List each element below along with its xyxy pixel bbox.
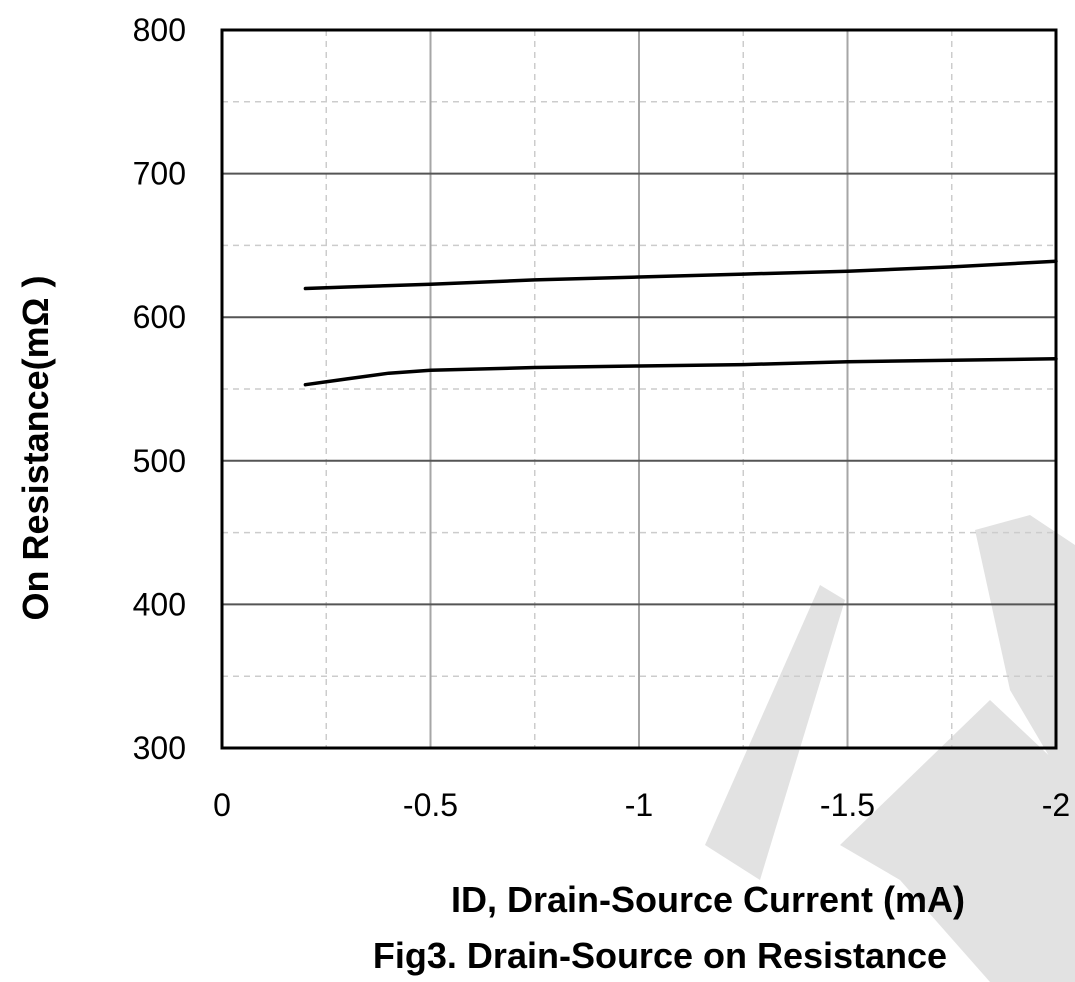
- x-tick-label: -1: [625, 787, 653, 823]
- x-axis-tick-labels: 0 -0.5 -1 -1.5 -2: [213, 787, 1070, 823]
- y-tick-label: 500: [133, 443, 186, 479]
- plot-area-frame: [220, 28, 1058, 750]
- major-gridlines: [222, 30, 1056, 748]
- y-tick-label: 800: [133, 12, 186, 48]
- series-line-2: [303, 357, 1058, 387]
- minor-gridlines: [222, 30, 1056, 748]
- y-tick-label: 400: [133, 586, 186, 622]
- series-line-1: [303, 259, 1058, 291]
- watermark-shape-bottom: [840, 700, 1075, 982]
- y-axis-tick-labels: 300 400 500 600 700 800: [133, 12, 186, 766]
- y-tick-label: 600: [133, 299, 186, 335]
- x-tick-label: -0.5: [403, 787, 458, 823]
- data-series: [303, 259, 1058, 387]
- chart-caption: Fig3. Drain-Source on Resistance: [373, 935, 947, 976]
- x-axis-title: ID, Drain-Source Current (mA): [451, 879, 965, 920]
- y-tick-label: 700: [133, 156, 186, 192]
- x-tick-label: -2: [1042, 787, 1070, 823]
- watermark-logo: [705, 515, 1075, 982]
- y-axis-title: On Resistance(mΩ ): [15, 276, 56, 621]
- x-tick-label: 0: [213, 787, 231, 823]
- watermark-shape-left: [705, 585, 845, 880]
- x-tick-label: -1.5: [820, 787, 875, 823]
- y-tick-label: 300: [133, 730, 186, 766]
- watermark-shape-right: [975, 515, 1075, 800]
